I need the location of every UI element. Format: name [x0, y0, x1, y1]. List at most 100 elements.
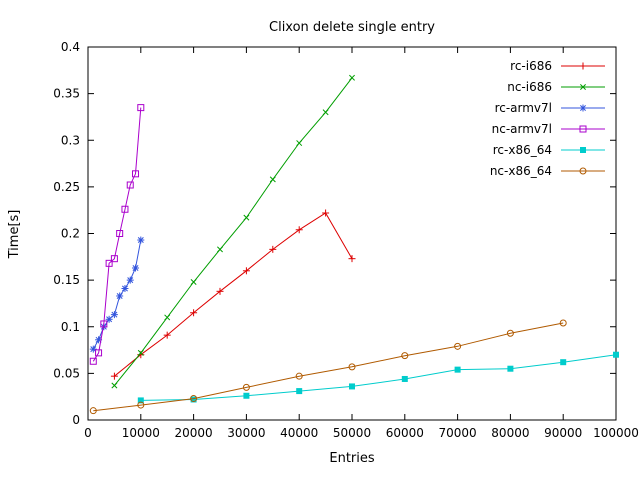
point-marker-circle-open — [454, 342, 462, 350]
series-rc-armv7l — [89, 236, 145, 353]
point-marker-asterisk — [111, 311, 118, 318]
point-marker-circle-open — [190, 395, 198, 403]
series-line — [114, 77, 353, 386]
chart-title: Clixon delete single entry — [269, 20, 435, 35]
point-marker-asterisk — [132, 265, 139, 271]
series-nc-x86_64 — [89, 319, 567, 415]
point-marker-square-open — [95, 349, 103, 357]
point-marker-circle-open — [295, 372, 303, 380]
point-marker-asterisk — [116, 292, 123, 299]
point-marker-circle-open — [348, 363, 356, 371]
point-marker-asterisk — [580, 105, 586, 111]
x-tick-label: 40000 — [280, 426, 318, 440]
series-nc-i686 — [111, 74, 355, 389]
point-marker-square-filled — [137, 397, 144, 404]
point-marker-square-filled — [296, 388, 303, 395]
legend-label: nc-armv7l — [492, 122, 552, 136]
point-marker-asterisk — [137, 237, 144, 244]
legend-label: nc-i686 — [507, 80, 552, 94]
legend-entry-nc-i686: nc-i686 — [507, 80, 605, 94]
point-marker-square-filled — [401, 375, 408, 382]
y-tick-label: 0.25 — [53, 180, 80, 194]
point-marker-square-open — [132, 170, 140, 178]
y-tick-label: 0.4 — [61, 40, 80, 54]
x-tick-label: 50000 — [333, 426, 371, 440]
legend-entry-rc-armv7l: rc-armv7l — [495, 101, 605, 115]
legend-label: rc-armv7l — [495, 101, 552, 115]
point-marker-square-filled — [190, 396, 197, 403]
point-marker-asterisk — [90, 346, 97, 353]
point-marker-cross — [322, 109, 329, 116]
series-group — [89, 74, 619, 415]
point-marker-cross — [269, 176, 276, 183]
point-marker-square-filled — [454, 366, 461, 373]
point-marker-square-open — [105, 259, 113, 267]
series-rc-i686 — [110, 209, 356, 380]
x-tick-label: 100000 — [593, 426, 639, 440]
point-marker-square-open — [110, 255, 118, 263]
point-marker-square-filled — [349, 383, 355, 390]
point-marker-square-open — [579, 125, 587, 133]
point-marker-asterisk — [106, 316, 113, 323]
point-marker-square-open — [116, 230, 124, 237]
x-tick-label: 80000 — [491, 426, 529, 440]
point-marker-cross — [296, 140, 303, 147]
point-marker-square-filled — [580, 147, 586, 153]
x-tick-label: 60000 — [386, 426, 424, 440]
series-rc-x86_64 — [137, 351, 619, 404]
point-marker-circle-open — [506, 329, 514, 337]
x-tick-label: 0 — [84, 426, 92, 440]
legend-entry-nc-armv7l: nc-armv7l — [492, 122, 605, 136]
series-line — [93, 322, 564, 412]
point-marker-asterisk — [121, 285, 128, 292]
point-marker-asterisk — [95, 336, 102, 343]
point-marker-square-open — [100, 320, 108, 328]
axes: 0 10000 20000 30000 40000 50000 60000 70000 8000… — [53, 40, 639, 440]
point-marker-cross — [580, 84, 586, 90]
x-tick-label: 70000 — [439, 426, 477, 440]
point-marker-square-open — [126, 181, 134, 189]
legend-label: rc-x86_64 — [493, 143, 552, 157]
y-tick-label: 0 — [72, 413, 80, 427]
point-marker-cross — [243, 214, 250, 221]
point-marker-circle-open — [559, 319, 567, 327]
point-marker-square-open — [121, 205, 129, 213]
legend-entry-rc-i686: rc-i686 — [510, 59, 605, 73]
point-marker-square-filled — [613, 351, 619, 358]
y-tick-label: 0.2 — [61, 227, 80, 241]
legend-entry-nc-x86_64: nc-x86_64 — [490, 164, 605, 178]
point-marker-cross — [190, 279, 197, 285]
y-tick-label: 0.1 — [61, 320, 80, 334]
point-marker-asterisk — [127, 277, 134, 284]
legend-label: nc-x86_64 — [490, 164, 552, 178]
y-tick-label: 0.35 — [53, 87, 80, 101]
series-nc-armv7l — [89, 104, 145, 365]
y-axis-label: Time[s] — [7, 210, 22, 260]
point-marker-circle-open — [89, 407, 97, 415]
series-line — [114, 212, 353, 377]
x-tick-label: 20000 — [175, 426, 213, 440]
x-tick-label: 90000 — [544, 426, 582, 440]
legend-entry-rc-x86_64: rc-x86_64 — [493, 143, 605, 157]
series-line — [140, 354, 617, 401]
point-marker-square-filled — [560, 359, 567, 366]
point-marker-circle-open — [137, 401, 145, 409]
point-marker-square-open — [89, 357, 97, 365]
series-line — [92, 107, 142, 362]
point-marker-cross — [164, 314, 171, 321]
y-tick-label: 0.15 — [53, 273, 80, 287]
y-tick-label: 0.05 — [53, 366, 80, 380]
point-marker-circle-open — [579, 167, 587, 175]
x-tick-label: 30000 — [227, 426, 265, 440]
point-marker-cross — [349, 74, 355, 81]
point-marker-square-filled — [243, 392, 250, 399]
legend-label: rc-i686 — [510, 59, 552, 73]
x-tick-label: 10000 — [122, 426, 160, 440]
point-marker-cross — [217, 246, 223, 253]
y-tick-label: 0.3 — [61, 133, 80, 147]
point-marker-square-open — [137, 104, 145, 112]
x-axis-label: Entries — [329, 451, 375, 466]
point-marker-square-filled — [507, 365, 514, 372]
